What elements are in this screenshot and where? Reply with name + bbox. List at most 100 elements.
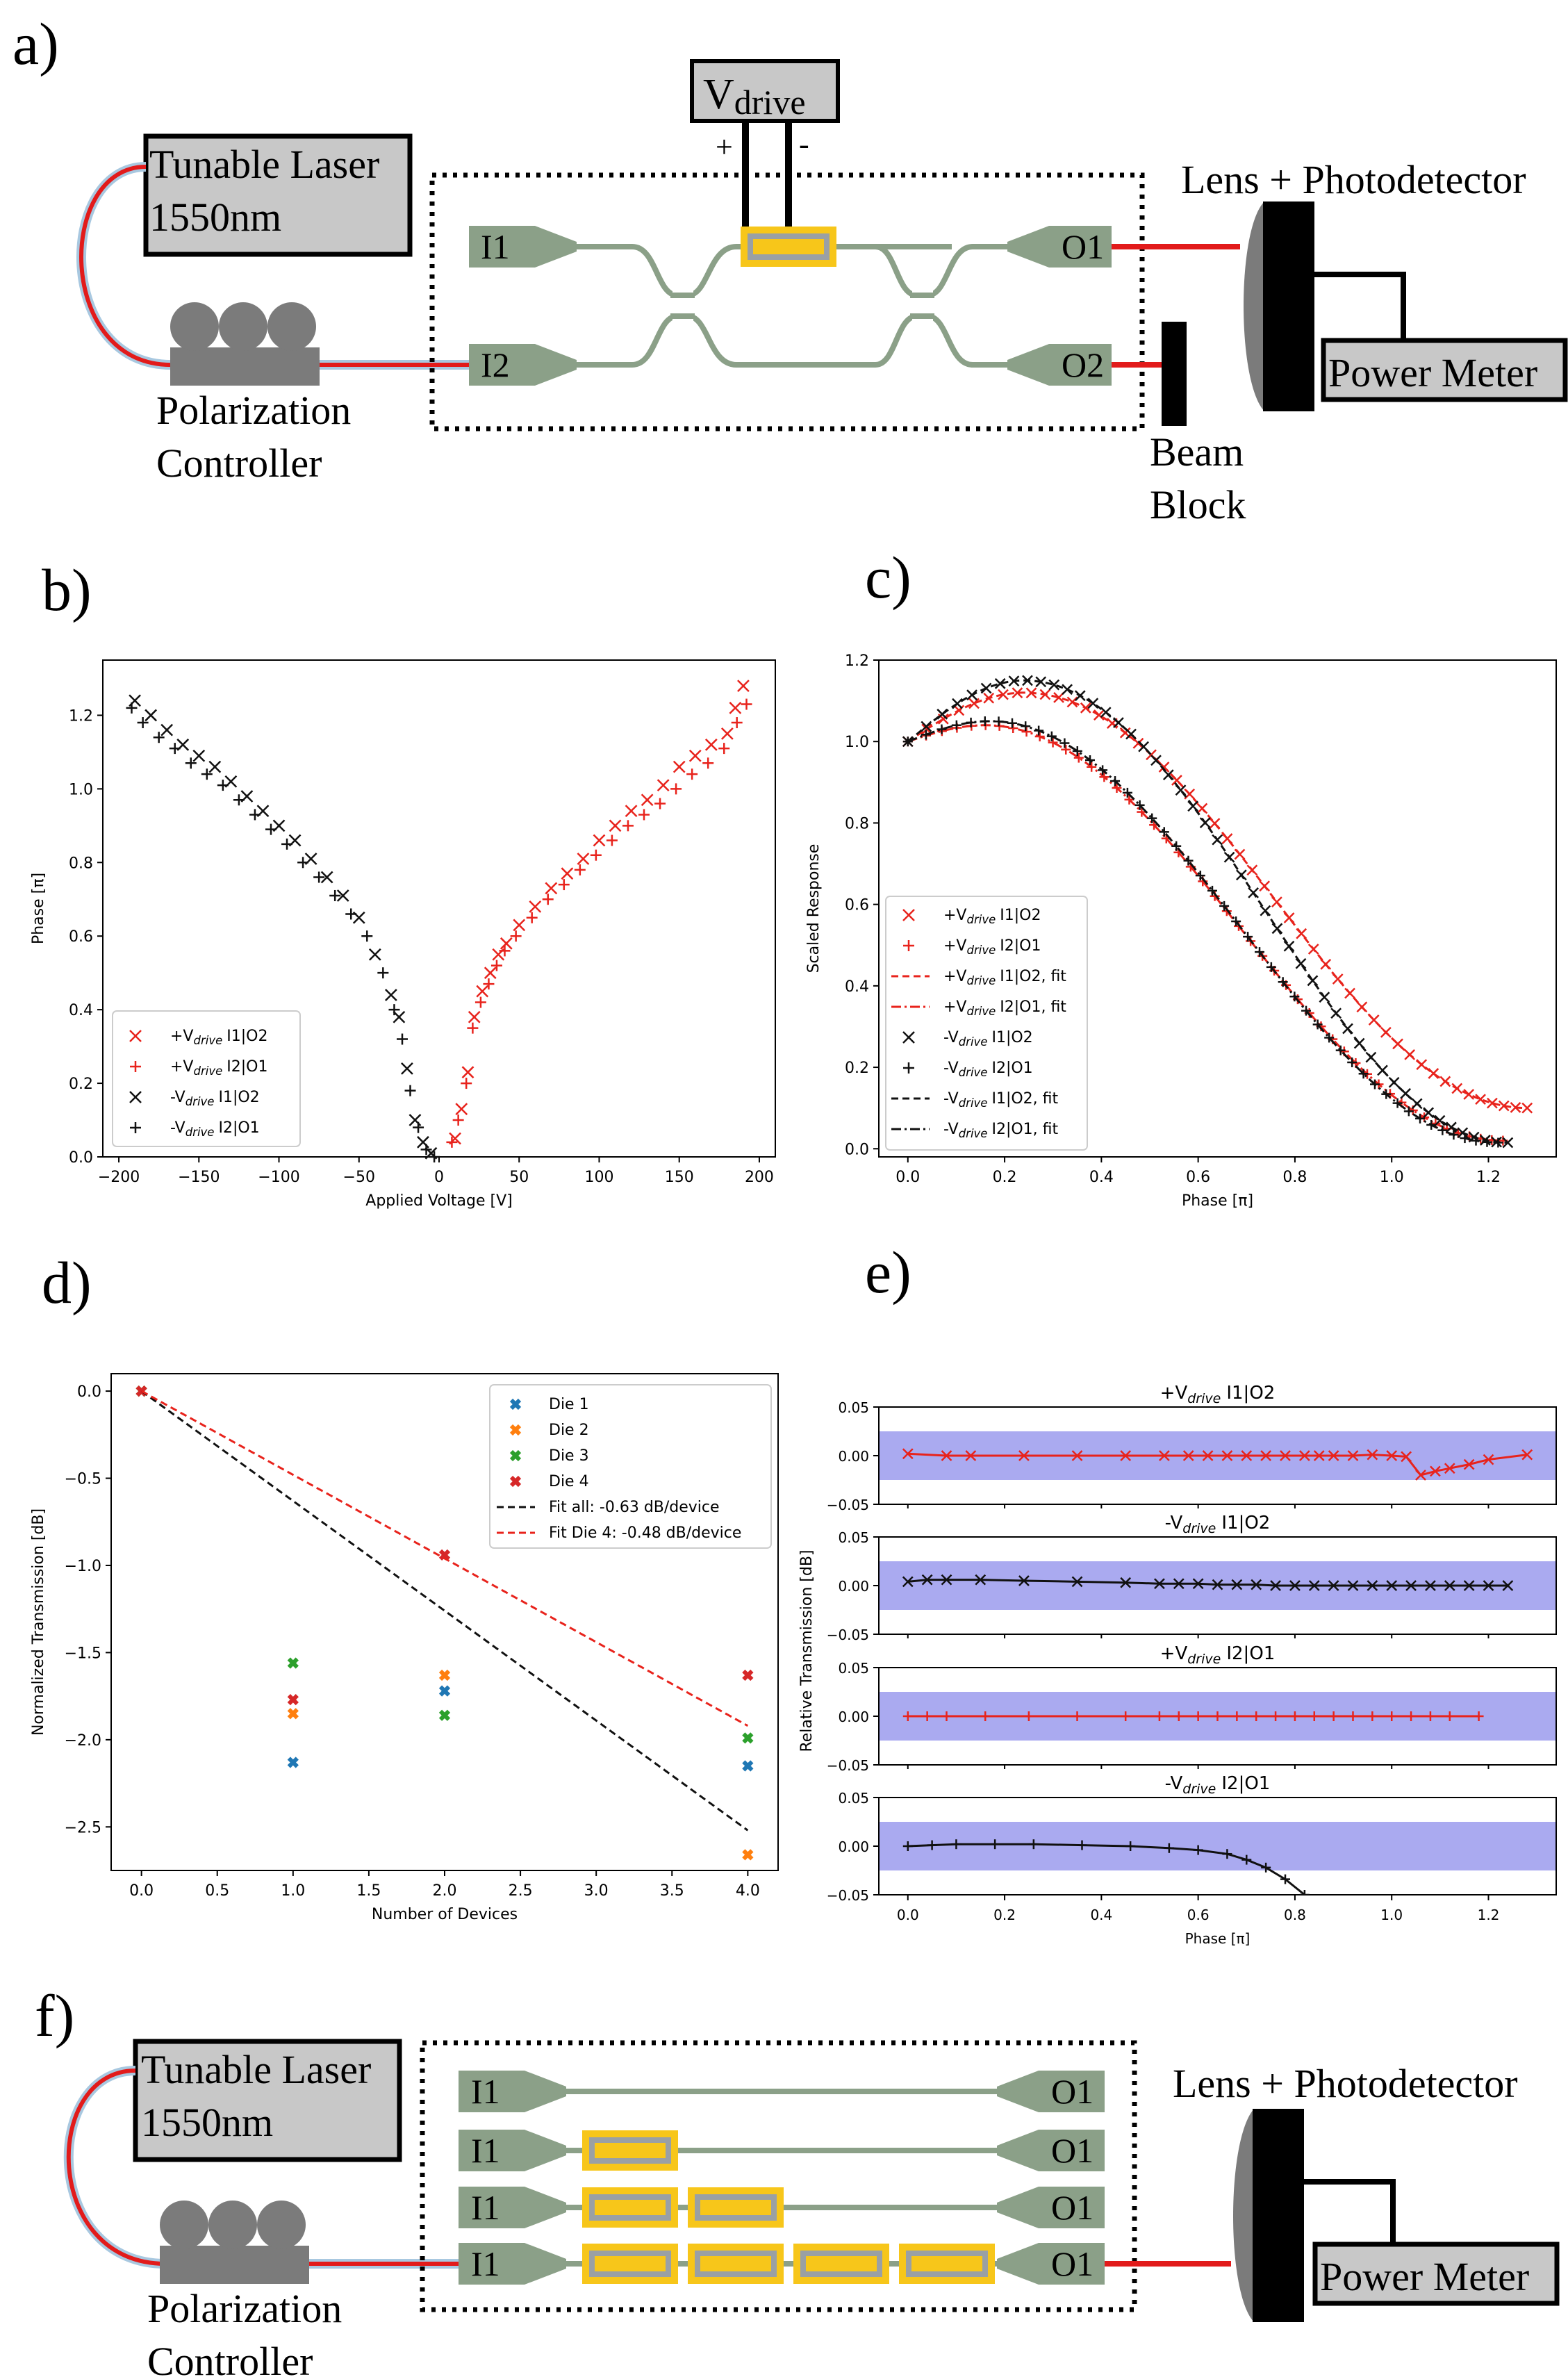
data-point [720, 727, 734, 740]
y-tick-label: 0.00 [838, 1578, 869, 1595]
data-point [1154, 1711, 1164, 1721]
data-point [941, 1574, 952, 1586]
legend-label: +Vdrive I1|O2 [943, 907, 1041, 926]
data-point [1405, 1580, 1417, 1591]
data-point [1487, 1097, 1498, 1109]
legend-box [489, 1384, 772, 1549]
pc-line1: Polarization [156, 388, 351, 433]
x-tick-label: 50 [509, 1169, 529, 1186]
phase-shifter [688, 2187, 784, 2228]
data-point [1231, 1579, 1243, 1590]
port-o1-label: O1 [1062, 227, 1104, 266]
legend-label: Fit Die 4: -0.48 dB/device [549, 1524, 741, 1542]
data-point [951, 1839, 962, 1850]
f-power-meter-box [1312, 2242, 1560, 2306]
x-axis-label: Number of Devices [372, 1906, 518, 1923]
data-point [1444, 1463, 1455, 1474]
laser-line1: Tunable Laser [149, 142, 379, 187]
series-line [907, 1579, 1508, 1587]
data-point [1071, 1576, 1083, 1588]
output-port [997, 2243, 1105, 2285]
data-point [654, 798, 666, 809]
x-tick-label: 0.8 [1282, 1169, 1307, 1186]
subplot-title: -Vdrive I2|O1 [1165, 1773, 1271, 1797]
y-tick-label: 1.0 [845, 734, 869, 751]
input-label: I1 [471, 2188, 500, 2227]
data-point [153, 732, 165, 743]
data-point [468, 1010, 481, 1023]
y-axis-label: Scaled Response [805, 844, 823, 973]
legend-label: -Vdrive I2|O1 [943, 1060, 1033, 1079]
input-label: I1 [471, 2131, 500, 2170]
data-point [208, 760, 222, 773]
data-point [160, 723, 174, 737]
x-tick-label: 0.4 [1089, 1169, 1114, 1186]
legend-marker [902, 1031, 915, 1044]
data-point [1195, 871, 1205, 881]
chart-e: 0.05 0.00 −0.05 +Vdrive I1|O2 0.05 0.00 −0.05 -V… [798, 1383, 1557, 1947]
data-point [185, 757, 197, 769]
legend-entry: -Vdrive I1|O2 [902, 1029, 1033, 1048]
data-point [404, 1085, 416, 1096]
legend-entry: Die 2 [509, 1422, 589, 1439]
subplot-3: 0.0 0.2 0.4 0.6 0.8 1.0 1.2 Phase [π] 0.05 0.00 −0… [827, 1773, 1557, 1947]
data-point [902, 1711, 913, 1721]
vdrive-label: Vdrive [703, 71, 806, 122]
data-point [297, 857, 309, 869]
data-point [902, 1448, 914, 1460]
subplot-data [902, 1839, 1310, 1895]
y-tick-label: 0.2 [845, 1060, 869, 1077]
data-point [606, 834, 618, 846]
legend-label: -Vdrive I1|O2, fit [943, 1090, 1059, 1110]
fit-line [907, 720, 1499, 1144]
x-tick-label: 150 [665, 1169, 694, 1186]
x-tick-label: −150 [178, 1169, 220, 1186]
data-point [313, 871, 325, 883]
subplot-data [902, 1711, 1484, 1721]
y-tick-label: 0.00 [838, 1839, 869, 1855]
data-point [1182, 1450, 1194, 1461]
data-point [704, 738, 718, 751]
fit-line [907, 679, 1508, 1144]
legend-marker [129, 1030, 142, 1042]
data-point [345, 908, 357, 920]
subplot-title: +Vdrive I1|O2 [1160, 1383, 1276, 1406]
data-point [688, 749, 702, 762]
panel-a: a) Vdrive + - Tunable Laser 1550nm Polar… [13, 10, 1568, 527]
legend-box [112, 1010, 301, 1147]
legend-entry: -Vdrive I2|O1, fit [891, 1121, 1059, 1140]
input-port [459, 2071, 566, 2112]
y-tick-label: 0.00 [838, 1709, 869, 1725]
data-point [287, 1657, 299, 1669]
f-polarization-controller [160, 2201, 309, 2284]
data-point [137, 717, 149, 729]
port-i2-label: I2 [481, 345, 510, 384]
data-point [1164, 1843, 1174, 1853]
x-tick-label: −200 [98, 1169, 140, 1186]
data-point [968, 698, 980, 709]
y-tick-label: 0.0 [77, 1383, 101, 1401]
x-tick-label: 0.0 [897, 1907, 919, 1923]
data-point [1392, 1098, 1403, 1108]
data-point [1207, 885, 1217, 896]
series-5 [140, 1390, 749, 1727]
data-point [476, 985, 489, 998]
subplot-title: -Vdrive I1|O2 [1165, 1513, 1271, 1536]
f-row-2: I1 O1 [459, 2187, 1105, 2228]
tunable-laser-box [143, 133, 413, 257]
data-point [1260, 1450, 1272, 1461]
data-point [1328, 1711, 1339, 1721]
data-point [941, 1450, 952, 1461]
port-i2 [469, 344, 577, 386]
data-point [1483, 1580, 1494, 1591]
data-point [1415, 1470, 1426, 1481]
beam-block [1162, 322, 1187, 426]
y-tick-label: 0.8 [69, 855, 93, 872]
f-waveguide-rows: I1 O1 I1 O1 I1 O1 I1 O1 [459, 2071, 1105, 2285]
power-meter-label: Power Meter [1328, 350, 1537, 395]
legend: Die 1 Die 2 Die 3 Die 4 Fit all: -0.63 dB/de… [489, 1384, 772, 1549]
x-tick-label: 2.5 [509, 1882, 533, 1900]
data-point [499, 945, 511, 957]
data-point [1521, 1449, 1533, 1461]
